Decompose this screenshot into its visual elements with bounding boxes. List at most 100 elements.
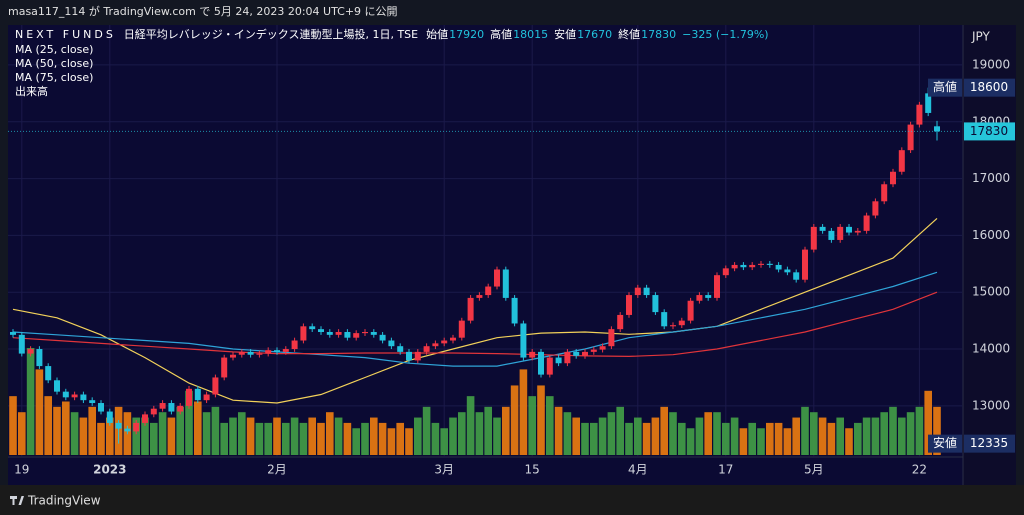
volume-bar: [132, 417, 140, 455]
symbol-description: 日経平均レバレッジ・インデックス連動型上場投, 1日, TSE: [124, 27, 418, 41]
candle-body: [898, 150, 905, 172]
x-tick-label: 3月: [434, 463, 454, 477]
ma-line: [12, 271, 938, 367]
volume-bar: [246, 417, 255, 455]
volume-bar: [607, 412, 616, 455]
volume-bar: [264, 422, 272, 455]
candle-body: [740, 264, 747, 268]
volume-bar: [308, 417, 316, 455]
candle-body: [54, 380, 60, 392]
volume-bar: [422, 406, 431, 455]
candle-body: [309, 326, 316, 330]
candle-body: [599, 346, 606, 350]
volume-bar: [299, 422, 308, 455]
candle-body: [916, 104, 923, 125]
candle-body: [221, 357, 228, 378]
price-tag-box: [964, 434, 1015, 453]
candle-body: [142, 414, 148, 423]
volume-bar: [554, 406, 563, 455]
candle-body: [212, 377, 219, 395]
candle-body: [934, 126, 940, 132]
y-tick-label: 19000: [972, 57, 1010, 71]
candle-body: [318, 329, 324, 332]
volume-bar: [9, 396, 17, 455]
candle-body: [546, 357, 553, 375]
volume-bar: [220, 422, 228, 455]
candle-body: [441, 340, 448, 344]
ma-line: [12, 291, 938, 358]
candle-body: [186, 388, 192, 406]
candle-body: [890, 171, 896, 185]
ohlc-label: 始値: [426, 27, 448, 41]
candle-body: [802, 249, 808, 280]
price-tag-value: 18600: [970, 80, 1008, 94]
y-tick-label: 13000: [972, 398, 1010, 412]
x-tick-label: 4月: [628, 463, 648, 477]
volume-bar: [194, 401, 202, 455]
candle-body: [925, 93, 932, 113]
volume-bar: [537, 385, 545, 455]
volume-bar: [730, 417, 739, 455]
candle-body: [194, 388, 201, 401]
candle-body: [881, 184, 888, 202]
legend-entry: MA (25, close): [15, 43, 93, 56]
y-tick-label: 16000: [972, 228, 1010, 242]
volume-bar: [466, 396, 475, 455]
volume-bar: [106, 417, 114, 455]
volume-bar: [660, 406, 668, 455]
volume-bar: [458, 412, 466, 455]
volume-bar: [889, 406, 897, 455]
candle-body: [168, 403, 175, 412]
candle-body: [590, 349, 597, 352]
price-tag-box: [964, 122, 1015, 141]
candle-body: [45, 366, 52, 381]
candle-body: [36, 349, 43, 367]
volume-bar: [97, 422, 105, 455]
volume-bar: [898, 417, 906, 455]
volume-bar: [519, 369, 528, 455]
volume-bar: [801, 406, 809, 455]
candle-body: [397, 346, 404, 352]
candle-body: [652, 295, 659, 313]
candle-body: [362, 331, 368, 334]
candle-body: [388, 340, 395, 347]
candle-body: [27, 349, 34, 354]
volume-bar: [70, 412, 79, 455]
volume-bar: [475, 412, 484, 455]
volume-bar: [880, 412, 888, 455]
volume-bar: [26, 348, 35, 455]
volume-bar: [774, 422, 783, 455]
candle-body: [819, 226, 826, 231]
volume-bar: [695, 417, 704, 455]
volume-bar: [598, 417, 607, 455]
candle-body: [265, 350, 272, 354]
candle-body: [907, 124, 914, 151]
volume-bar: [792, 417, 800, 455]
volume-bar: [440, 428, 448, 455]
legend-entry: MA (50, close): [15, 57, 93, 70]
x-tick-label: 22: [912, 463, 927, 477]
candle-body: [714, 275, 720, 298]
volume-bar: [616, 406, 624, 455]
volume-bar: [150, 422, 158, 455]
volume-bar: [669, 412, 677, 455]
volume-bar: [590, 422, 598, 455]
currency-label: JPY: [971, 30, 991, 44]
volume-bar: [581, 422, 589, 455]
ohlc-label: 終値: [618, 27, 640, 41]
price-axis-background: [963, 25, 1016, 485]
volume-bar: [282, 422, 290, 455]
volume-bar: [704, 412, 712, 455]
volume-bar: [766, 422, 774, 455]
candle-body: [230, 354, 236, 358]
volume-bar: [343, 422, 352, 455]
volume-bar: [845, 428, 853, 455]
candle-body: [775, 264, 782, 270]
candle-body: [529, 351, 536, 358]
y-tick-label: 17000: [972, 171, 1010, 185]
candle-body: [89, 400, 96, 404]
volume-bar: [158, 412, 167, 455]
candle-body: [326, 331, 333, 335]
candle-body: [837, 226, 844, 240]
candle-body: [177, 405, 184, 412]
